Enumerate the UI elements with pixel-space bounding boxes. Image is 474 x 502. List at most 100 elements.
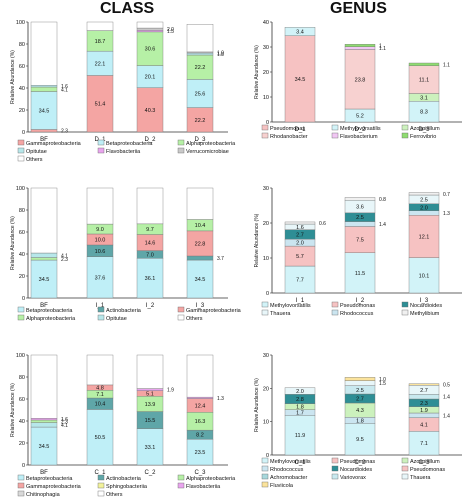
data-label: 2.3 bbox=[61, 257, 68, 263]
bar-segment bbox=[136, 354, 164, 389]
legend-label: Gammaproteobacteria bbox=[26, 484, 82, 490]
bar-segment bbox=[86, 187, 114, 225]
data-label: 7.0 bbox=[146, 252, 154, 258]
legend-swatch bbox=[17, 314, 25, 321]
data-label: 23.5 bbox=[195, 450, 206, 456]
legend-swatch bbox=[331, 473, 339, 480]
data-label: 1.5 bbox=[167, 29, 174, 35]
y-tick-label: 40 bbox=[19, 419, 25, 425]
bar-segment bbox=[186, 54, 214, 80]
legend-label: Rhodanobacter bbox=[270, 134, 308, 140]
y-tick-label: 20 bbox=[19, 441, 25, 447]
data-label: 2.3 bbox=[61, 129, 68, 135]
legend-label: Gammaproteobacteria bbox=[26, 141, 82, 147]
data-label: 5.1 bbox=[146, 391, 154, 397]
data-label: 12.1 bbox=[419, 234, 430, 240]
bar-segment bbox=[136, 21, 164, 29]
bar-segment bbox=[408, 65, 440, 94]
y-tick-label: 20 bbox=[263, 386, 269, 392]
data-label: 10.0 bbox=[95, 237, 106, 243]
data-label: 34.5 bbox=[39, 108, 50, 114]
bar-segment bbox=[408, 62, 440, 66]
y-tick-label: 0 bbox=[266, 291, 269, 297]
legend-label: Nocardioides bbox=[410, 303, 442, 309]
legend-label: Azospirillum bbox=[410, 126, 440, 132]
data-label: 2.3 bbox=[61, 419, 68, 425]
data-label: 4.1 bbox=[61, 423, 68, 429]
data-label: 4.8 bbox=[96, 386, 104, 392]
bar-segment bbox=[86, 75, 114, 133]
bar-segment bbox=[30, 85, 58, 88]
y-tick-label: 20 bbox=[263, 70, 269, 76]
bar-segment bbox=[30, 354, 58, 419]
data-label: 30.6 bbox=[145, 47, 156, 53]
x-tick-label: D_1 bbox=[294, 127, 306, 133]
bar-segment bbox=[186, 230, 214, 257]
data-label: 4.3 bbox=[356, 408, 364, 414]
bar-segment bbox=[136, 31, 164, 66]
x-tick-label: I_2 bbox=[146, 303, 155, 309]
data-label: 7.1 bbox=[96, 392, 104, 398]
data-label: 34.5 bbox=[39, 277, 50, 283]
x-tick-label: D_2 bbox=[354, 127, 366, 133]
legend-swatch bbox=[17, 155, 25, 162]
bar-segment bbox=[30, 252, 58, 258]
x-tick-label: I_3 bbox=[420, 298, 429, 304]
data-label: 1.4 bbox=[443, 395, 450, 401]
legend-label: Achromobacter bbox=[270, 475, 307, 481]
legend-swatch bbox=[401, 457, 409, 464]
bar-segment bbox=[284, 221, 316, 225]
data-label: 2.0 bbox=[167, 27, 174, 33]
y-tick-label: 0 bbox=[22, 463, 25, 469]
legend-label: Actinobacteria bbox=[106, 476, 142, 482]
bar-segment bbox=[186, 438, 214, 466]
data-label: 5.2 bbox=[356, 114, 364, 120]
y-axis-label: Relative Abundance (%) bbox=[10, 50, 16, 104]
data-label: 3.7 bbox=[217, 256, 224, 262]
data-label: 2.3 bbox=[420, 401, 428, 407]
data-label: 3.1 bbox=[420, 95, 428, 101]
legend-swatch bbox=[261, 473, 269, 480]
data-label: 1.0 bbox=[217, 50, 224, 56]
data-label: 0.5 bbox=[443, 383, 450, 389]
y-tick-label: 10 bbox=[263, 256, 269, 262]
data-label: 13.9 bbox=[145, 402, 156, 408]
y-tick-label: 30 bbox=[263, 353, 269, 359]
legend-label: Betaproteobacteria bbox=[26, 308, 73, 314]
data-label: 1.7 bbox=[296, 411, 304, 417]
bar-segment bbox=[136, 428, 164, 466]
y-tick-label: 20 bbox=[263, 221, 269, 227]
legend-label: Methylovorsatilis bbox=[270, 459, 311, 465]
legend-label: Actinobacteria bbox=[106, 308, 142, 314]
y-tick-label: 80 bbox=[19, 375, 25, 381]
legend-swatch bbox=[97, 139, 105, 146]
legend-swatch bbox=[17, 147, 25, 154]
legend-label: Betaproteobacteria bbox=[106, 141, 153, 147]
legend-swatch bbox=[97, 306, 105, 313]
legend-swatch bbox=[261, 457, 269, 464]
y-axis-label: Relative Abundance (%) bbox=[254, 213, 260, 267]
bar-segment bbox=[408, 394, 440, 400]
data-label: 1.8 bbox=[356, 418, 364, 424]
data-label: 1 bbox=[379, 44, 382, 50]
bar-segment bbox=[136, 30, 164, 33]
legend-swatch bbox=[17, 474, 25, 481]
bar-segment bbox=[408, 210, 440, 216]
data-label: 0.8 bbox=[379, 197, 386, 203]
bar-segment bbox=[30, 187, 58, 254]
bar-segment bbox=[30, 86, 58, 92]
x-tick-label: BF bbox=[40, 470, 48, 476]
y-tick-label: 100 bbox=[16, 186, 25, 192]
data-label: 4.1 bbox=[61, 87, 68, 93]
data-label: 22.2 bbox=[195, 118, 206, 124]
bar-segment bbox=[344, 252, 376, 294]
legend-label: Thauera bbox=[410, 475, 431, 481]
data-label: 0.7 bbox=[443, 192, 450, 198]
data-label: 2.0 bbox=[420, 205, 428, 211]
data-label: 1.1 bbox=[443, 62, 450, 68]
data-label: 34.5 bbox=[195, 277, 206, 283]
data-label: 50.5 bbox=[95, 435, 106, 441]
legend-label: Gammaproteobacteria bbox=[186, 308, 242, 314]
data-label: 10.6 bbox=[95, 249, 106, 255]
data-label: 2.7 bbox=[420, 388, 428, 394]
